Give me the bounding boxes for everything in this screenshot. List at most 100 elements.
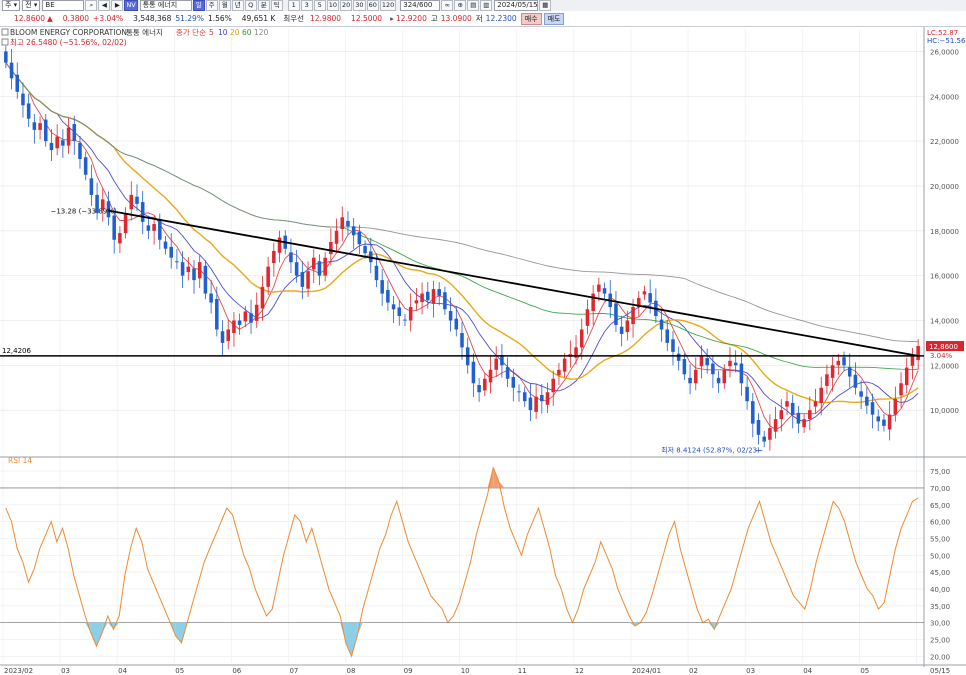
period-button-0[interactable]: 일 (192, 0, 205, 11)
rsi-tick-label: 20,00 (930, 653, 950, 661)
date-field[interactable]: 2024/05/15 (494, 0, 539, 11)
mode-select[interactable]: 주 ▾ (2, 0, 21, 11)
candle-body (66, 127, 71, 146)
interval-button-4[interactable]: 20 (340, 0, 353, 11)
ask-value: 12.5000 (351, 14, 383, 23)
save-icon[interactable]: ▤ (467, 0, 480, 11)
prev-icon[interactable]: ◀ (98, 0, 111, 11)
candle-body (665, 329, 670, 343)
candle-body (773, 419, 778, 432)
period-button-2[interactable]: 월 (218, 0, 231, 11)
candle-body (528, 397, 533, 411)
zoom-icon[interactable]: ⊕ (454, 0, 467, 11)
legend-ma10: 10 (218, 28, 228, 37)
candle-body (676, 353, 681, 361)
price-tick-label: 24,0000 (930, 93, 959, 101)
x-tick-label: 05 (860, 667, 869, 675)
candle-body (340, 217, 345, 229)
buy-button[interactable]: 매수 (520, 12, 542, 25)
candle-body (853, 374, 858, 388)
prev-value: 12.9800 (310, 14, 342, 23)
candle-body (802, 419, 806, 428)
corner-hc: HC:−51.56 (927, 37, 966, 45)
candle-body (682, 359, 687, 375)
trendline (108, 209, 919, 357)
interval-button-1[interactable]: 3 (300, 0, 313, 11)
price-tick-label: 18,0000 (930, 228, 959, 236)
candle-body (300, 272, 305, 287)
interval-button-2[interactable]: 5 (313, 0, 326, 11)
price-chart[interactable]: 12,4206 −13.28 (−33.89%) 최저 8.4124 (52.87%… (0, 27, 966, 675)
x-tick-label: 03 (61, 667, 70, 675)
candle-body (870, 402, 875, 415)
sell-button[interactable]: 매도 (543, 12, 565, 25)
x-tick-label: 04 (118, 667, 127, 675)
open-value: 12.9200 (395, 14, 427, 23)
period-button-3[interactable]: 년 (231, 0, 244, 11)
candle-body (408, 307, 413, 321)
interval-button-6[interactable]: 60 (366, 0, 379, 11)
interval-button-3[interactable]: 10 (326, 0, 339, 11)
price-tick-label: 26,0000 (930, 48, 959, 56)
period-button-4[interactable]: Q (244, 0, 257, 11)
candle-body (545, 392, 550, 405)
legend-toggle-icon[interactable] (1, 28, 9, 36)
candle-body (346, 220, 350, 227)
interval-button-0[interactable]: 1 (287, 0, 300, 11)
rsi-indicator (0, 466, 924, 658)
candle-body (95, 194, 99, 213)
candle-body (426, 291, 430, 301)
legend-max-icon (1, 38, 9, 46)
period-button-6[interactable]: 틱 (270, 0, 283, 11)
interval-button-5[interactable]: 30 (353, 0, 366, 11)
search-icon[interactable]: ⌕ (85, 0, 98, 11)
interval-button-7[interactable]: 120 (379, 0, 397, 11)
candle-body (579, 329, 584, 348)
candle-body (910, 356, 915, 366)
symbol-input[interactable]: BE (42, 0, 85, 11)
next-icon[interactable]: ▶ (111, 0, 124, 11)
candle-body (739, 363, 744, 384)
candle-body (180, 262, 185, 276)
candle-body (277, 237, 282, 253)
x-tick-label: 12 (575, 667, 584, 675)
candle-body (591, 293, 595, 312)
candle-body (49, 142, 54, 151)
candle-body (602, 288, 607, 294)
candle-body (249, 313, 253, 323)
candle-body (648, 293, 652, 303)
candle-body (431, 289, 436, 304)
change-pct: +3.04% (93, 14, 124, 23)
market-select[interactable]: 전 ▾ (22, 0, 41, 11)
link-icon[interactable]: ∞ (441, 0, 454, 11)
candle-body (294, 262, 299, 276)
period-button-5[interactable]: 분 (257, 0, 270, 11)
candle-body (26, 103, 31, 119)
low-value: 12.2300 (485, 14, 517, 23)
legend-ma-label: 종가 단순 (176, 27, 206, 37)
candle-body (722, 369, 727, 384)
print-icon[interactable]: ▥ (480, 0, 493, 11)
rsi-tick-label: 70,00 (930, 485, 950, 493)
up-arrow-icon: ▲ (47, 14, 53, 23)
candle-body (471, 361, 476, 384)
candle-body (728, 360, 732, 367)
candle-body (483, 378, 487, 391)
legend-max: 최고 26.5480 (−51.56%, 02/02) (10, 37, 127, 47)
candle-body (517, 391, 521, 393)
candle-body (836, 360, 841, 366)
period-button-1[interactable]: 주 (205, 0, 218, 11)
candle-body (254, 304, 259, 321)
x-tick-label: 2024/01 (632, 667, 661, 675)
candlesticks (4, 45, 920, 451)
x-tick-label: 06 (232, 667, 241, 675)
last-change-label: 3.04% (930, 352, 953, 360)
x-tick-label: 11 (518, 667, 527, 675)
calendar-icon[interactable]: ▦ (539, 0, 552, 11)
candle-body (716, 377, 721, 384)
candle-body (522, 392, 527, 402)
candle-body (631, 307, 635, 325)
candle-body (272, 250, 276, 264)
high-label: 고 (430, 14, 438, 23)
candle-body (887, 414, 892, 430)
